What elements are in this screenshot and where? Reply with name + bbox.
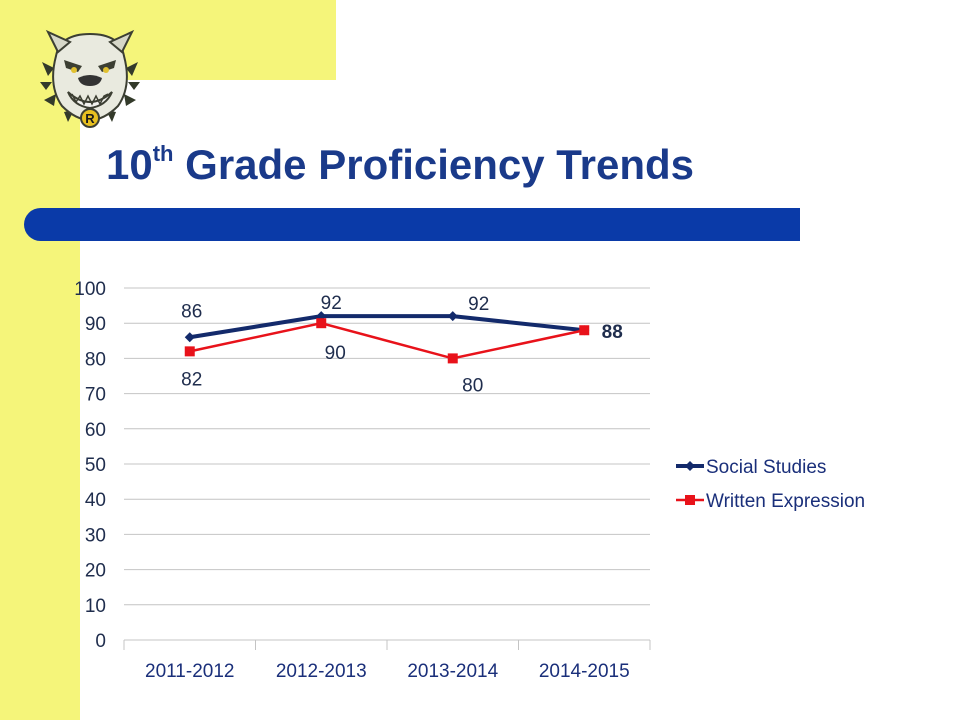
data-label: 80 bbox=[462, 375, 483, 396]
series-line-social-studies bbox=[189, 314, 585, 340]
data-label: 92 bbox=[321, 293, 342, 314]
y-tick-label: 90 bbox=[85, 314, 106, 335]
y-tick-label: 20 bbox=[85, 561, 106, 582]
y-tick-label: 60 bbox=[85, 420, 106, 441]
data-point-written-expression bbox=[184, 346, 195, 357]
title-superscript: th bbox=[152, 141, 174, 166]
data-point-written-expression bbox=[579, 325, 590, 336]
title-underline-bar bbox=[24, 208, 800, 241]
data-label: 88 bbox=[602, 322, 623, 343]
data-point-written-expression bbox=[447, 353, 458, 364]
y-tick-label: 10 bbox=[85, 596, 106, 617]
y-tick-label: 30 bbox=[85, 525, 106, 546]
legend-marker-square bbox=[685, 495, 695, 505]
series-line-written-expression bbox=[189, 321, 585, 360]
x-tick-label: 2014-2015 bbox=[539, 661, 630, 682]
logo-letter: R bbox=[85, 111, 95, 126]
y-tick-label: 70 bbox=[85, 385, 106, 406]
page-title: 10th Grade Proficiency Trends bbox=[106, 140, 694, 190]
y-tick-label: 50 bbox=[85, 455, 106, 476]
title-number: 10 bbox=[106, 141, 153, 188]
x-tick-label: 2012-2013 bbox=[276, 661, 367, 682]
data-label: 82 bbox=[181, 369, 202, 390]
left-accent-band bbox=[0, 0, 80, 720]
data-label: 86 bbox=[181, 301, 202, 322]
data-label: 90 bbox=[325, 343, 346, 364]
y-tick-label: 100 bbox=[74, 279, 106, 300]
data-label: 92 bbox=[468, 294, 489, 315]
data-point-social-studies bbox=[447, 311, 458, 322]
legend-marker-diamond bbox=[685, 461, 695, 471]
y-tick-label: 0 bbox=[95, 631, 106, 652]
bulldog-mascot-icon: R bbox=[40, 29, 140, 128]
x-tick-label: 2011-2012 bbox=[145, 661, 234, 682]
title-text: Grade Proficiency Trends bbox=[173, 141, 695, 188]
data-point-written-expression bbox=[316, 318, 327, 329]
data-point-social-studies bbox=[184, 332, 195, 343]
x-tick-label: 2013-2014 bbox=[407, 661, 498, 682]
y-tick-label: 40 bbox=[85, 490, 106, 511]
legend-label: Written Expression bbox=[706, 491, 865, 512]
y-tick-label: 80 bbox=[85, 349, 106, 370]
legend-label: Social Studies bbox=[706, 457, 826, 478]
